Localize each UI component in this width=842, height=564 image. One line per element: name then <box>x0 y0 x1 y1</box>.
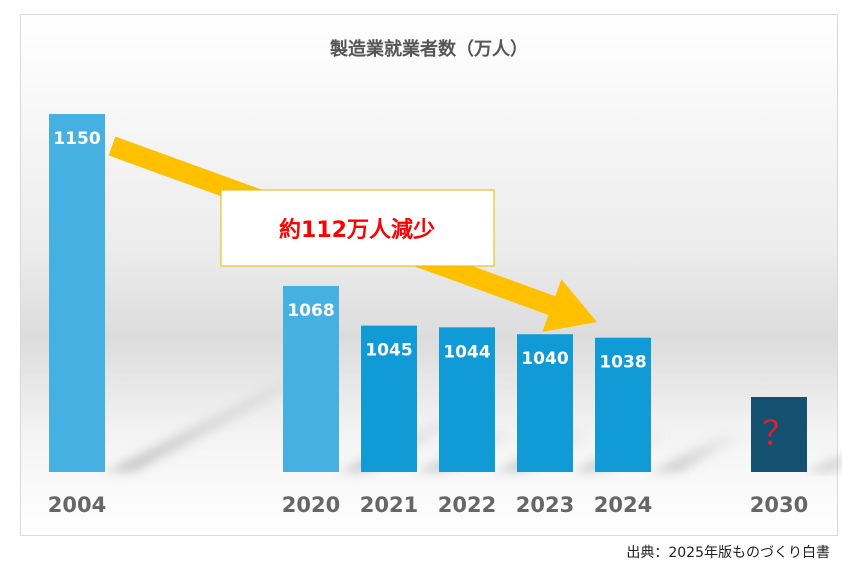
value-label-unknown: ？ <box>762 414 796 454</box>
category-label-2030: 2030 <box>750 493 808 517</box>
category-label-2022: 2022 <box>438 493 496 517</box>
bar-2030 <box>751 397 807 472</box>
value-label-2020: 1068 <box>287 301 334 321</box>
category-label-2020: 2020 <box>282 493 340 517</box>
category-label-2004: 2004 <box>48 493 106 517</box>
chart-title: 製造業就業者数（万人） <box>329 38 528 60</box>
value-label-2004: 1150 <box>53 129 100 149</box>
bar-2021 <box>361 325 417 472</box>
bar-2023 <box>517 334 573 472</box>
chart-frame <box>20 14 838 536</box>
category-label-2024: 2024 <box>594 493 652 517</box>
annotation-text: 約112万人減少 <box>279 217 435 243</box>
category-label-2021: 2021 <box>360 493 418 517</box>
bar-shadow-2004 <box>105 371 324 472</box>
bar-shadow-2024 <box>651 434 747 472</box>
bar-2020 <box>283 286 339 472</box>
bar-2004 <box>49 114 105 472</box>
value-label-2024: 1038 <box>599 353 646 373</box>
source-note: 出典：2025年版ものづくり白書 <box>626 545 830 561</box>
bar-2022 <box>439 327 495 472</box>
bar-2024 <box>595 337 651 472</box>
bar-shadow-2030 <box>807 454 842 472</box>
value-label-2021: 1045 <box>365 341 412 361</box>
value-label-2022: 1044 <box>443 342 490 362</box>
value-label-2023: 1040 <box>521 349 568 369</box>
category-label-2023: 2023 <box>516 493 574 517</box>
annotation-box <box>220 189 495 267</box>
